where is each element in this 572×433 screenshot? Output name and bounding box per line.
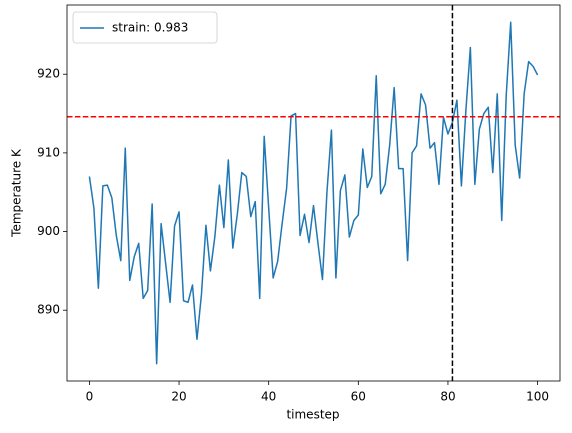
y-tick-label: 890 [37, 303, 60, 317]
x-tick-label: 60 [351, 390, 366, 404]
line-series [88, 21, 539, 365]
x-tick-label: 100 [526, 390, 549, 404]
y-tick-label: 910 [37, 145, 60, 159]
x-axis-label: timestep [286, 408, 339, 422]
x-tick-label: 80 [440, 390, 455, 404]
x-tick-label: 0 [86, 390, 94, 404]
x-tick-label: 20 [171, 390, 186, 404]
legend-label: strain: 0.983 [112, 21, 188, 35]
legend-box [72, 11, 218, 44]
y-tick-label: 920 [37, 67, 60, 81]
y-axis-label: Temperature K [10, 148, 24, 238]
x-tick-label: 40 [261, 390, 276, 404]
y-tick-label: 900 [37, 224, 60, 238]
plot-frame [66, 4, 561, 382]
